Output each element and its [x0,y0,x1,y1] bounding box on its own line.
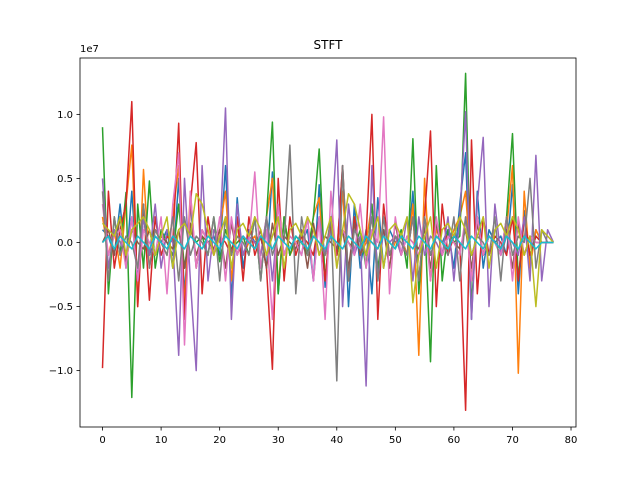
x-tick-label: 40 [330,435,343,446]
x-tick-label: 10 [155,435,168,446]
series-layer [101,72,555,412]
y-tick-label: 0.0 [57,238,73,249]
x-axis: 0 10 20 30 40 50 60 70 80 [99,427,577,446]
y-tick-label: −1.0 [49,366,73,377]
x-tick-label: 70 [506,435,519,446]
x-tick-label: 80 [565,435,578,446]
series-line-6 [101,116,554,346]
y-offset-label: 1e7 [80,44,99,55]
y-tick-label: 1.0 [57,110,73,121]
x-tick-label: 20 [213,435,226,446]
series-line-9 [101,235,554,250]
x-tick-label: 0 [99,435,105,446]
x-tick-label: 60 [448,435,461,446]
x-tick-label: 30 [272,435,285,446]
y-axis: −1.0 −0.5 0.0 0.5 1.0 [49,110,80,377]
chart-title: STFT [314,38,344,52]
x-tick-label: 50 [389,435,402,446]
y-tick-label: 0.5 [57,174,73,185]
series-line-8 [101,193,555,308]
series-line-7 [101,144,554,382]
y-tick-label: −0.5 [49,302,73,313]
